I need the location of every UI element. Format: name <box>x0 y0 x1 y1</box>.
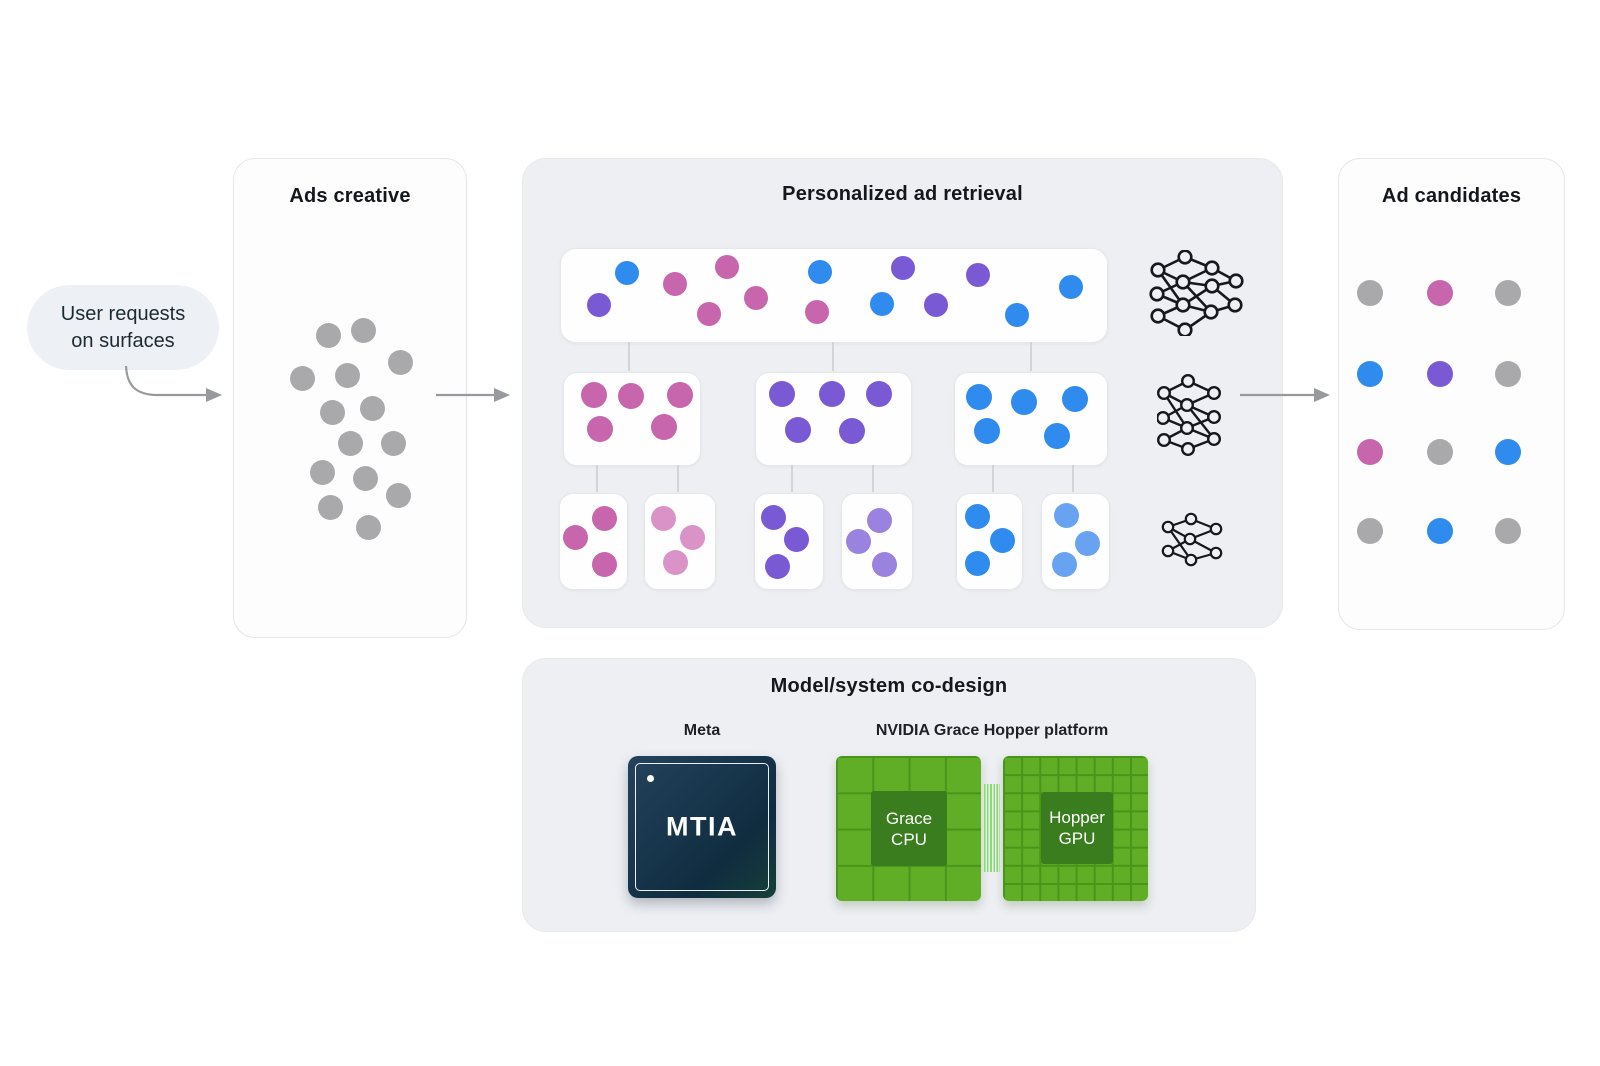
leaf-box-purple-light <box>841 493 913 590</box>
ads-creative-title: Ads creative <box>289 185 411 207</box>
mtia-chip-pin-dot <box>647 775 654 782</box>
neural-network-icon-medium <box>1157 374 1221 456</box>
arrow-head-3 <box>1314 388 1330 402</box>
grace-label-line1: Grace <box>885 808 933 828</box>
hopper-gpu-core: Hopper GPU <box>1041 792 1113 864</box>
hopper-gpu-chip: Hopper GPU <box>1003 756 1148 901</box>
ad-candidates-card: Ad candidates <box>1338 158 1565 630</box>
leaf-box-blue-light <box>1041 493 1110 590</box>
meta-label: Meta <box>683 722 721 739</box>
mtia-chip-inner-border <box>635 763 769 891</box>
grace-cpu-core: Grace CPU <box>871 791 947 866</box>
codesign-title: Model/system co-design <box>770 675 1008 697</box>
neural-network-icon-large <box>1149 250 1244 336</box>
cluster-box-blue <box>954 372 1108 466</box>
grace-cpu-chip: Grace CPU <box>836 756 981 901</box>
hopper-label-line1: Hopper <box>1049 808 1105 827</box>
grace-label-line2: CPU <box>891 829 927 849</box>
nvlink-connector-stripes <box>984 784 1000 872</box>
arrow-head-2 <box>494 388 510 402</box>
leaf-box-pink-light <box>644 493 716 590</box>
cluster-box-purple <box>755 372 912 466</box>
ads-creative-card: Ads creative <box>233 158 467 638</box>
arrow-head-1 <box>206 388 222 402</box>
embedding-pool-box <box>560 248 1108 343</box>
ad-candidates-title: Ad candidates <box>1381 185 1522 207</box>
cluster-box-pink <box>563 372 701 466</box>
leaf-box-purple-dark <box>754 493 824 590</box>
mtia-chip-label: MTIA <box>666 811 738 842</box>
hopper-label-line2: GPU <box>1058 829 1096 848</box>
neural-network-icon-small <box>1161 512 1223 567</box>
pill-line-2: on surfaces <box>71 329 175 352</box>
retrieval-title: Personalized ad retrieval <box>782 183 1023 205</box>
mtia-chip: MTIA <box>628 756 776 898</box>
codesign-card: Model/system co-design Meta NVIDIA Grace… <box>522 658 1256 932</box>
nvidia-platform-label: NVIDIA Grace Hopper platform <box>875 722 1109 739</box>
leaf-box-blue-dark <box>956 493 1023 590</box>
user-requests-pill: User requests on surfaces <box>27 285 219 370</box>
leaf-box-pink-dark <box>559 493 628 590</box>
pill-line-1: User requests <box>60 302 186 325</box>
arrow-pill-to-ads <box>124 365 206 397</box>
